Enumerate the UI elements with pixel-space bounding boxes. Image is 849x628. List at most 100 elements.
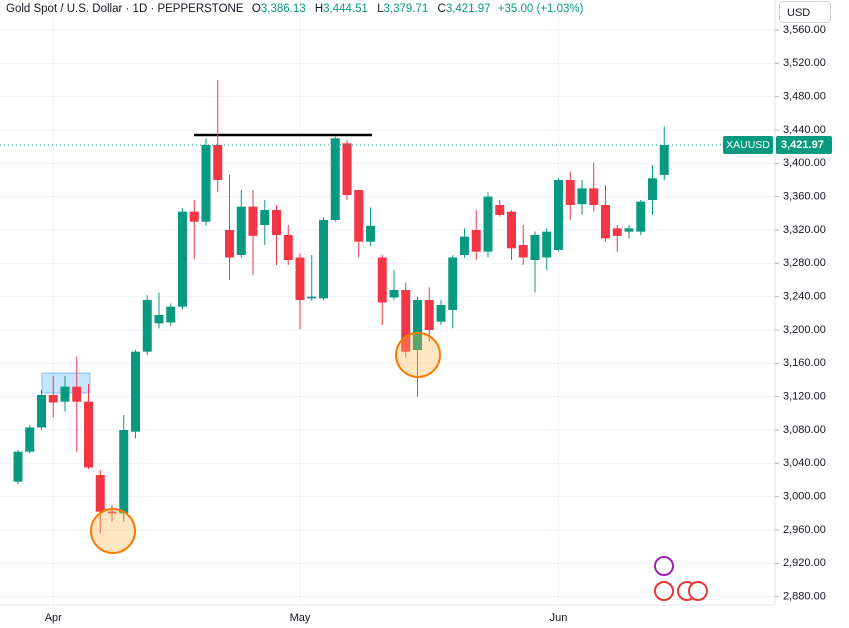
candle-body bbox=[342, 143, 352, 195]
candle-body bbox=[60, 386, 70, 402]
candle-body bbox=[636, 201, 646, 232]
candle-body bbox=[119, 430, 129, 514]
y-tick-label: 3,080.00 bbox=[783, 424, 826, 436]
candle-body bbox=[436, 305, 446, 322]
candle-body bbox=[248, 206, 258, 236]
candle-body bbox=[25, 427, 35, 452]
y-tick-label: 3,000.00 bbox=[783, 491, 826, 503]
candle-body bbox=[154, 315, 164, 324]
candle-body bbox=[236, 206, 246, 255]
candle-body bbox=[589, 188, 599, 205]
ticker-tag bbox=[723, 136, 773, 155]
candle-body bbox=[178, 211, 187, 307]
candle-body bbox=[48, 395, 58, 403]
candle-body bbox=[377, 257, 387, 303]
candle-body bbox=[283, 235, 293, 260]
candle-body bbox=[612, 228, 622, 236]
ohlc-key: C bbox=[437, 3, 446, 15]
x-tick-label: Jun bbox=[550, 612, 568, 624]
candle-body bbox=[495, 205, 505, 215]
candle-body bbox=[95, 475, 105, 512]
y-tick-label: 2,880.00 bbox=[783, 591, 826, 603]
candle-body bbox=[424, 300, 434, 330]
currency-button[interactable]: USD bbox=[779, 1, 831, 23]
candle-body bbox=[460, 236, 469, 255]
y-tick-label: 3,400.00 bbox=[783, 157, 826, 169]
candle-body bbox=[554, 180, 563, 250]
candle-body bbox=[401, 290, 411, 352]
marker-circle bbox=[395, 332, 441, 378]
y-tick-label: 3,320.00 bbox=[783, 224, 826, 236]
candle-body bbox=[624, 228, 634, 232]
y-tick-label: 3,200.00 bbox=[783, 324, 826, 336]
candle-body bbox=[319, 220, 328, 299]
change: +35.00 (+1.03%) bbox=[497, 3, 584, 15]
candle-body bbox=[142, 300, 152, 352]
candle-body bbox=[542, 231, 552, 258]
candle-body bbox=[648, 178, 657, 200]
y-tick-label: 3,040.00 bbox=[783, 457, 826, 469]
candle-body bbox=[530, 235, 540, 260]
ohlc-key: H bbox=[314, 3, 324, 15]
candle-body bbox=[260, 210, 270, 225]
y-tick-label: 3,120.00 bbox=[783, 391, 826, 403]
candle-body bbox=[131, 351, 140, 432]
candle-body bbox=[389, 290, 399, 298]
ticker-label: XAUUSD bbox=[726, 139, 770, 151]
candle-body bbox=[518, 245, 528, 258]
candle-body bbox=[483, 196, 493, 252]
candle-body bbox=[213, 145, 223, 180]
event-icon bbox=[654, 581, 674, 601]
candle-body bbox=[189, 211, 199, 222]
y-tick-label: 3,280.00 bbox=[783, 257, 826, 269]
y-tick-label: 3,520.00 bbox=[783, 57, 826, 69]
chart-header: Gold Spot / U.S. Dollar · 1D · PEPPERSTO… bbox=[6, 3, 587, 15]
y-tick-label: 3,440.00 bbox=[783, 124, 826, 136]
candle-body bbox=[601, 205, 610, 239]
candle-body bbox=[507, 211, 516, 249]
y-tick-label: 2,920.00 bbox=[783, 557, 826, 569]
y-tick-label: 3,360.00 bbox=[783, 191, 826, 203]
candle-body bbox=[354, 190, 364, 242]
candle-body bbox=[37, 395, 46, 428]
last-price-tag bbox=[776, 136, 832, 155]
ohlc-key: L bbox=[377, 3, 384, 15]
ohlc-value: 3,421.97 bbox=[445, 3, 491, 15]
candle-body bbox=[577, 188, 587, 205]
marker-circle bbox=[90, 508, 136, 554]
candle-body bbox=[366, 225, 375, 242]
x-tick-label: Apr bbox=[45, 612, 62, 624]
candle-body bbox=[471, 230, 481, 252]
y-tick-label: 2,960.00 bbox=[783, 524, 826, 536]
ohlc-value: 3,444.51 bbox=[323, 3, 368, 15]
y-tick-label: 3,480.00 bbox=[783, 91, 826, 103]
candle-body bbox=[295, 257, 305, 300]
x-tick-label: May bbox=[290, 612, 311, 624]
candle-body bbox=[448, 257, 458, 310]
y-tick-label: 3,240.00 bbox=[783, 291, 826, 303]
symbol: Gold Spot / U.S. Dollar · 1D · PEPPERSTO… bbox=[6, 3, 244, 15]
candle-body bbox=[84, 401, 93, 468]
candle-body bbox=[413, 300, 422, 350]
candle-body bbox=[330, 138, 340, 220]
candle-body bbox=[659, 145, 669, 175]
y-tick-label: 3,560.00 bbox=[783, 24, 826, 36]
last-price-label: 3,421.97 bbox=[781, 139, 824, 151]
ohlc-value: 3,386.13 bbox=[260, 3, 306, 15]
y-tick-label: 3,160.00 bbox=[783, 357, 826, 369]
candle-body bbox=[201, 145, 211, 222]
candle-body bbox=[166, 306, 176, 323]
candle-body bbox=[565, 180, 575, 205]
candle-body bbox=[272, 210, 281, 235]
event-icon bbox=[688, 581, 708, 601]
candle-body bbox=[307, 296, 317, 299]
candle-body bbox=[225, 230, 234, 258]
candle-body bbox=[13, 451, 23, 482]
ohlc-key: O bbox=[251, 3, 261, 15]
ohlc-value: 3,379.71 bbox=[383, 3, 429, 15]
candle-body bbox=[107, 511, 117, 514]
candle-body bbox=[72, 386, 82, 402]
event-icon bbox=[654, 556, 674, 576]
